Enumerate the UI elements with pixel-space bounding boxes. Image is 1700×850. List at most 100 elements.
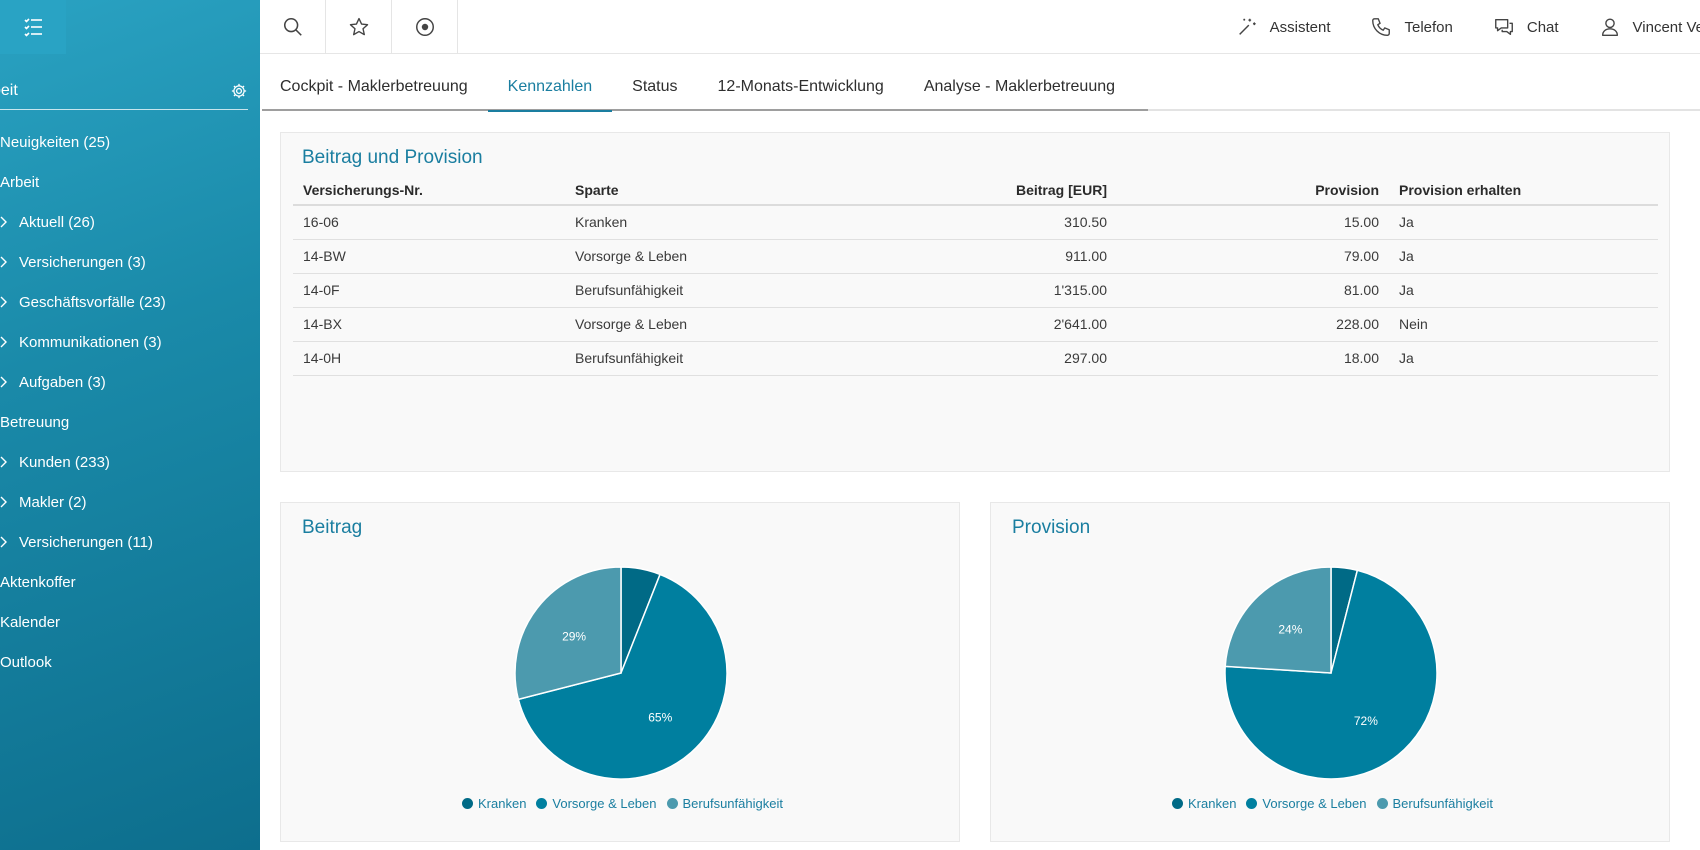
chevron-right-icon[interactable] (0, 256, 19, 268)
top-bar: Assistent Telefon Chat Vincent Ve (260, 0, 1700, 54)
chevron-right-icon[interactable] (0, 456, 19, 468)
table-cell: 14-BW (293, 239, 565, 274)
sidebar-item[interactable]: Betreuung (0, 402, 260, 442)
user-menu-button[interactable]: Vincent Ve (1599, 16, 1700, 38)
target-button[interactable] (392, 0, 458, 54)
sidebar-item[interactable]: Arbeit (0, 162, 260, 202)
column-header[interactable]: Beitrag [EUR] (845, 175, 1117, 206)
sidebar-title: beit (0, 81, 18, 99)
table-row[interactable]: 16-06 Kranken 310.50 15.00 Ja (293, 205, 1658, 240)
gear-icon[interactable] (230, 82, 248, 100)
table-row[interactable]: 14-0H Berufsunfähigkeit 297.00 18.00 Ja (293, 341, 1658, 376)
legend-item[interactable]: Kranken (462, 796, 526, 811)
legend-label: Vorsorge & Leben (552, 796, 657, 811)
pie-slice[interactable] (1224, 566, 1332, 674)
legend-label: Berufsunfähigkeit (1392, 796, 1493, 811)
sidebar-item-label: Kunden (233) (19, 453, 110, 471)
table-cell: 15.00 (1117, 205, 1389, 240)
legend-item[interactable]: Berufsunfähigkeit (666, 796, 783, 811)
sidebar-item-label: Neuigkeiten (25) (0, 133, 111, 151)
list-icon (24, 18, 42, 37)
pie-slice-label: 29% (562, 630, 586, 644)
table-cell: 16-06 (293, 205, 565, 240)
table-cell: Vorsorge & Leben (565, 239, 845, 274)
tabs-underline (262, 109, 1148, 111)
phone-icon (1372, 18, 1391, 36)
legend-label: Kranken (478, 796, 527, 811)
chart-legend: Kranken Vorsorge & Leben Berufsunfähigkeit (1172, 796, 1503, 811)
chevron-right-icon[interactable] (0, 296, 19, 308)
table-row[interactable]: 14-0F Berufsunfähigkeit 1'315.00 81.00 Ja (293, 273, 1658, 308)
sidebar-item[interactable]: Aktenkoffer (0, 562, 260, 602)
sidebar-item[interactable]: Makler (2) (0, 482, 260, 522)
column-header[interactable]: Sparte (565, 175, 845, 206)
tab[interactable]: Analyse - Maklerbetreuung (923, 78, 1116, 95)
table-cell: Berufsunfähigkeit (565, 273, 845, 308)
sidebar-toolbar (0, 0, 260, 54)
beitrag-chart-panel: Beitrag 65% 29% Kranken Vorsorge & Leben Be… (280, 502, 960, 842)
star-icon (349, 17, 368, 36)
table-row[interactable]: 14-BW Vorsorge & Leben 911.00 79.00 Ja (293, 239, 1658, 274)
tab[interactable]: Cockpit - Maklerbetreuung (280, 78, 468, 95)
table-cell: 18.00 (1117, 341, 1389, 376)
tab[interactable]: 12-Monats-Entwicklung (717, 78, 884, 95)
sidebar-item[interactable]: Aufgaben (3) (0, 362, 260, 402)
pie-slice[interactable] (514, 566, 622, 701)
pie-slice[interactable] (1224, 569, 1438, 780)
sidebar-item[interactable]: Versicherungen (11) (0, 522, 260, 562)
sidebar: beit Neuigkeiten (25) Arbeit Aktuell (26) V… (0, 0, 260, 850)
table-cell: 14-BX (293, 307, 565, 342)
pie-slice-label: 65% (648, 711, 672, 725)
sidebar-item[interactable]: Kommunikationen (3) (0, 322, 260, 362)
table-cell: Ja (1389, 239, 1658, 274)
assistant-label: Assistent (1269, 18, 1331, 36)
chat-button[interactable]: Chat (1493, 16, 1559, 38)
table-cell: Ja (1389, 341, 1658, 376)
navigation-list-icon[interactable] (0, 0, 66, 54)
chevron-right-icon[interactable] (0, 216, 19, 228)
column-header[interactable]: Provision erhalten (1389, 175, 1658, 206)
table-header-row: Versicherungs-Nr. Sparte Beitrag [EUR] Prov… (293, 175, 1658, 206)
chat-icon (1494, 18, 1513, 36)
search-icon (283, 17, 302, 36)
sidebar-item-label: Betreuung (0, 413, 70, 431)
sidebar-item[interactable]: Aktuell (26) (0, 202, 260, 242)
chevron-right-icon[interactable] (0, 336, 19, 348)
sidebar-item-label: Arbeit (0, 173, 40, 191)
legend-item[interactable]: Vorsorge & Leben (1246, 796, 1367, 811)
assistant-button[interactable]: Assistent (1236, 16, 1331, 38)
table-row[interactable]: 14-BX Vorsorge & Leben 2'641.00 228.00 Nein (293, 307, 1658, 342)
legend-item[interactable]: Kranken (1172, 796, 1236, 811)
pie-slice-label: 24% (1278, 623, 1302, 637)
chevron-right-icon[interactable] (0, 536, 19, 548)
tab[interactable]: Kennzahlen (487, 70, 613, 112)
chart-title: Beitrag (302, 517, 363, 538)
favorites-button[interactable] (326, 0, 392, 54)
phone-button[interactable]: Telefon (1370, 16, 1453, 38)
sidebar-item[interactable]: Neuigkeiten (25) (0, 122, 260, 162)
table-cell: 228.00 (1117, 307, 1389, 342)
sidebar-item-label: Makler (2) (19, 493, 87, 511)
chevron-right-icon[interactable] (0, 376, 19, 388)
sidebar-item[interactable]: Kunden (233) (0, 442, 260, 482)
table-cell: 2'641.00 (845, 307, 1117, 342)
table-cell: Kranken (565, 205, 845, 240)
beitrag-pie-chart: 65% 29% (514, 566, 728, 780)
legend-item[interactable]: Vorsorge & Leben (536, 796, 657, 811)
table-cell: 1'315.00 (845, 273, 1117, 308)
legend-item[interactable]: Berufsunfähigkeit (1376, 796, 1493, 811)
sidebar-item[interactable]: Versicherungen (3) (0, 242, 260, 282)
chat-label: Chat (1526, 18, 1559, 36)
column-header[interactable]: Versicherungs-Nr. (293, 175, 565, 206)
sidebar-item[interactable]: Geschäftsvorfälle (23) (0, 282, 260, 322)
tab[interactable]: Status (632, 78, 678, 95)
sidebar-nav: Neuigkeiten (25) Arbeit Aktuell (26) Versic… (0, 122, 260, 682)
search-button[interactable] (260, 0, 326, 54)
target-icon (415, 18, 434, 36)
pie-slice[interactable] (517, 573, 728, 780)
column-header[interactable]: Provision (1117, 175, 1389, 206)
magic-wand-icon (1238, 18, 1256, 35)
sidebar-item[interactable]: Outlook (0, 642, 260, 682)
sidebar-item[interactable]: Kalender (0, 602, 260, 642)
chevron-right-icon[interactable] (0, 496, 19, 508)
